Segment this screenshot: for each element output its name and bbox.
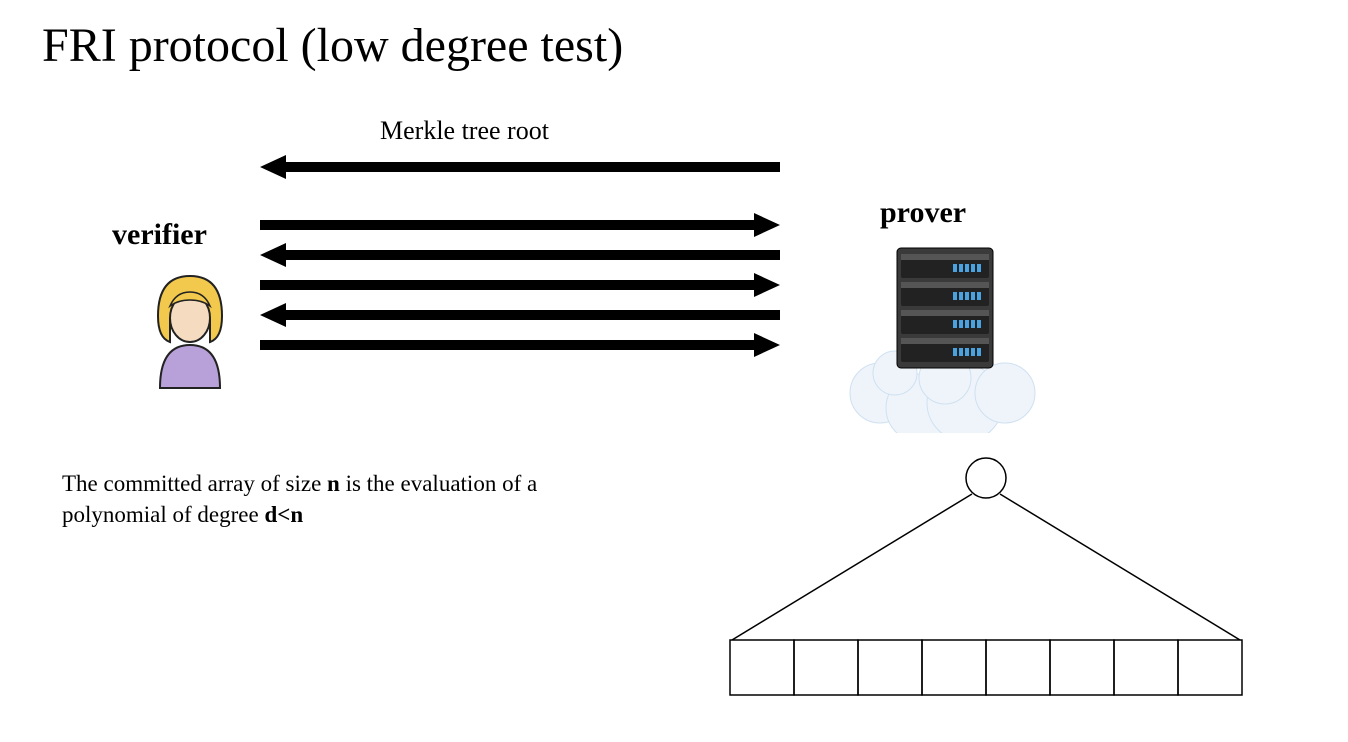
description-text: The committed array of size n is the eva…: [62, 468, 622, 530]
merkle-label: Merkle tree root: [380, 116, 549, 146]
desc-bold-dn: d<n: [264, 502, 303, 527]
merkle-tree-diagram: [706, 450, 1266, 710]
desc-bold-n: n: [327, 471, 340, 496]
desc-part-1: The committed array of size: [62, 471, 327, 496]
protocol-arrows: [260, 155, 780, 375]
prover-label: prover: [880, 196, 966, 230]
verifier-label: verifier: [112, 218, 207, 252]
prover-server-icon: [835, 238, 1045, 433]
page-title: FRI protocol (low degree test): [42, 18, 623, 73]
verifier-avatar-icon: [140, 270, 240, 390]
